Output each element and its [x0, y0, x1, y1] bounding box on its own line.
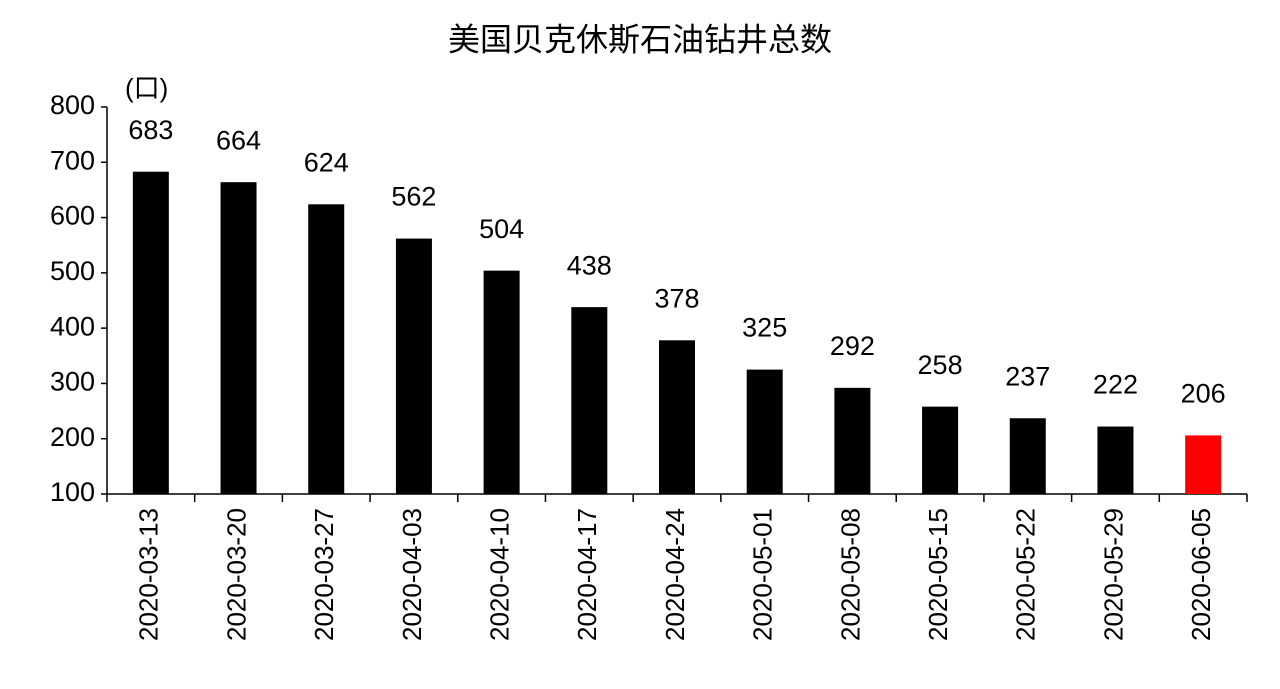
bar [1097, 426, 1134, 494]
x-tick-label: 2020-05-08 [835, 508, 865, 641]
x-tick-label: 2020-06-05 [1186, 508, 1216, 641]
x-tick-label: 2020-05-01 [748, 508, 778, 641]
bar [308, 204, 345, 494]
data-label: 237 [1005, 361, 1050, 391]
y-tick-label: 300 [50, 367, 95, 397]
x-tick-label: 2020-04-24 [660, 508, 690, 641]
data-label: 562 [391, 182, 436, 212]
bar [132, 171, 169, 495]
bar [1009, 418, 1046, 494]
x-tick-label: 2020-03-27 [309, 508, 339, 641]
y-tick-label: 200 [50, 422, 95, 452]
data-label: 325 [742, 313, 787, 343]
data-label: 664 [216, 125, 261, 155]
x-tick-label: 2020-05-29 [1098, 508, 1128, 641]
y-tick-label: 500 [50, 256, 95, 286]
x-tick-label: 2020-03-20 [221, 508, 251, 641]
data-label: 438 [567, 250, 612, 280]
bar [483, 270, 520, 494]
y-tick-label: 400 [50, 311, 95, 341]
data-label: 206 [1181, 379, 1226, 409]
chart-title: 美国贝克休斯石油钻井总数 [448, 21, 832, 57]
x-tick-label: 2020-05-22 [1011, 508, 1041, 641]
y-tick-label: 800 [50, 90, 95, 120]
x-tick-label: 2020-04-17 [572, 508, 602, 641]
data-label: 378 [654, 283, 699, 313]
bar [659, 340, 695, 494]
bar [395, 238, 432, 494]
y-tick-label: 700 [50, 145, 95, 175]
bar [220, 182, 257, 494]
x-tick-label: 2020-04-03 [397, 508, 427, 641]
bar [571, 307, 608, 494]
y-axis-label: (口) [125, 73, 168, 103]
data-label: 504 [479, 214, 524, 244]
data-label: 624 [304, 147, 349, 177]
x-tick-label: 2020-03-13 [134, 508, 164, 641]
bar [1185, 435, 1222, 494]
bar [922, 406, 959, 494]
bar [746, 369, 783, 494]
x-tick-label: 2020-04-10 [484, 508, 514, 641]
data-label: 292 [830, 331, 875, 361]
y-tick-label: 600 [50, 201, 95, 231]
data-label: 258 [918, 350, 963, 380]
x-tick-label: 2020-05-15 [923, 508, 953, 641]
y-tick-label: 100 [50, 477, 95, 507]
bar [834, 387, 871, 494]
data-label: 683 [128, 115, 173, 145]
data-label: 222 [1093, 370, 1138, 400]
